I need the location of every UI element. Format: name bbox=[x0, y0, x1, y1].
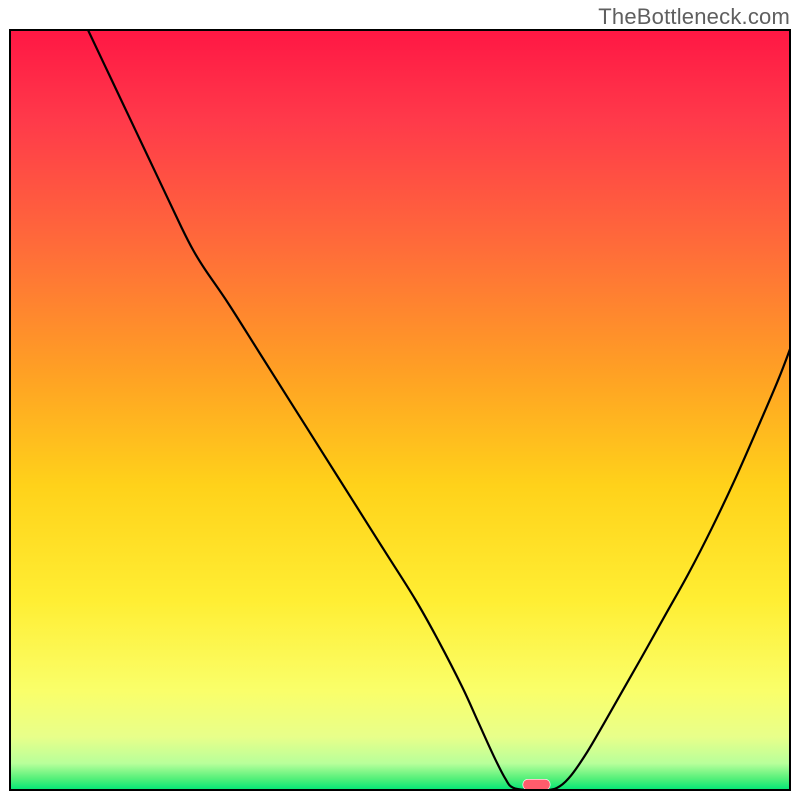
plot-background bbox=[10, 30, 790, 790]
optimal-marker bbox=[523, 779, 550, 790]
bottleneck-chart bbox=[0, 0, 800, 800]
chart-container: TheBottleneck.com bbox=[0, 0, 800, 800]
watermark-text: TheBottleneck.com bbox=[598, 4, 790, 30]
